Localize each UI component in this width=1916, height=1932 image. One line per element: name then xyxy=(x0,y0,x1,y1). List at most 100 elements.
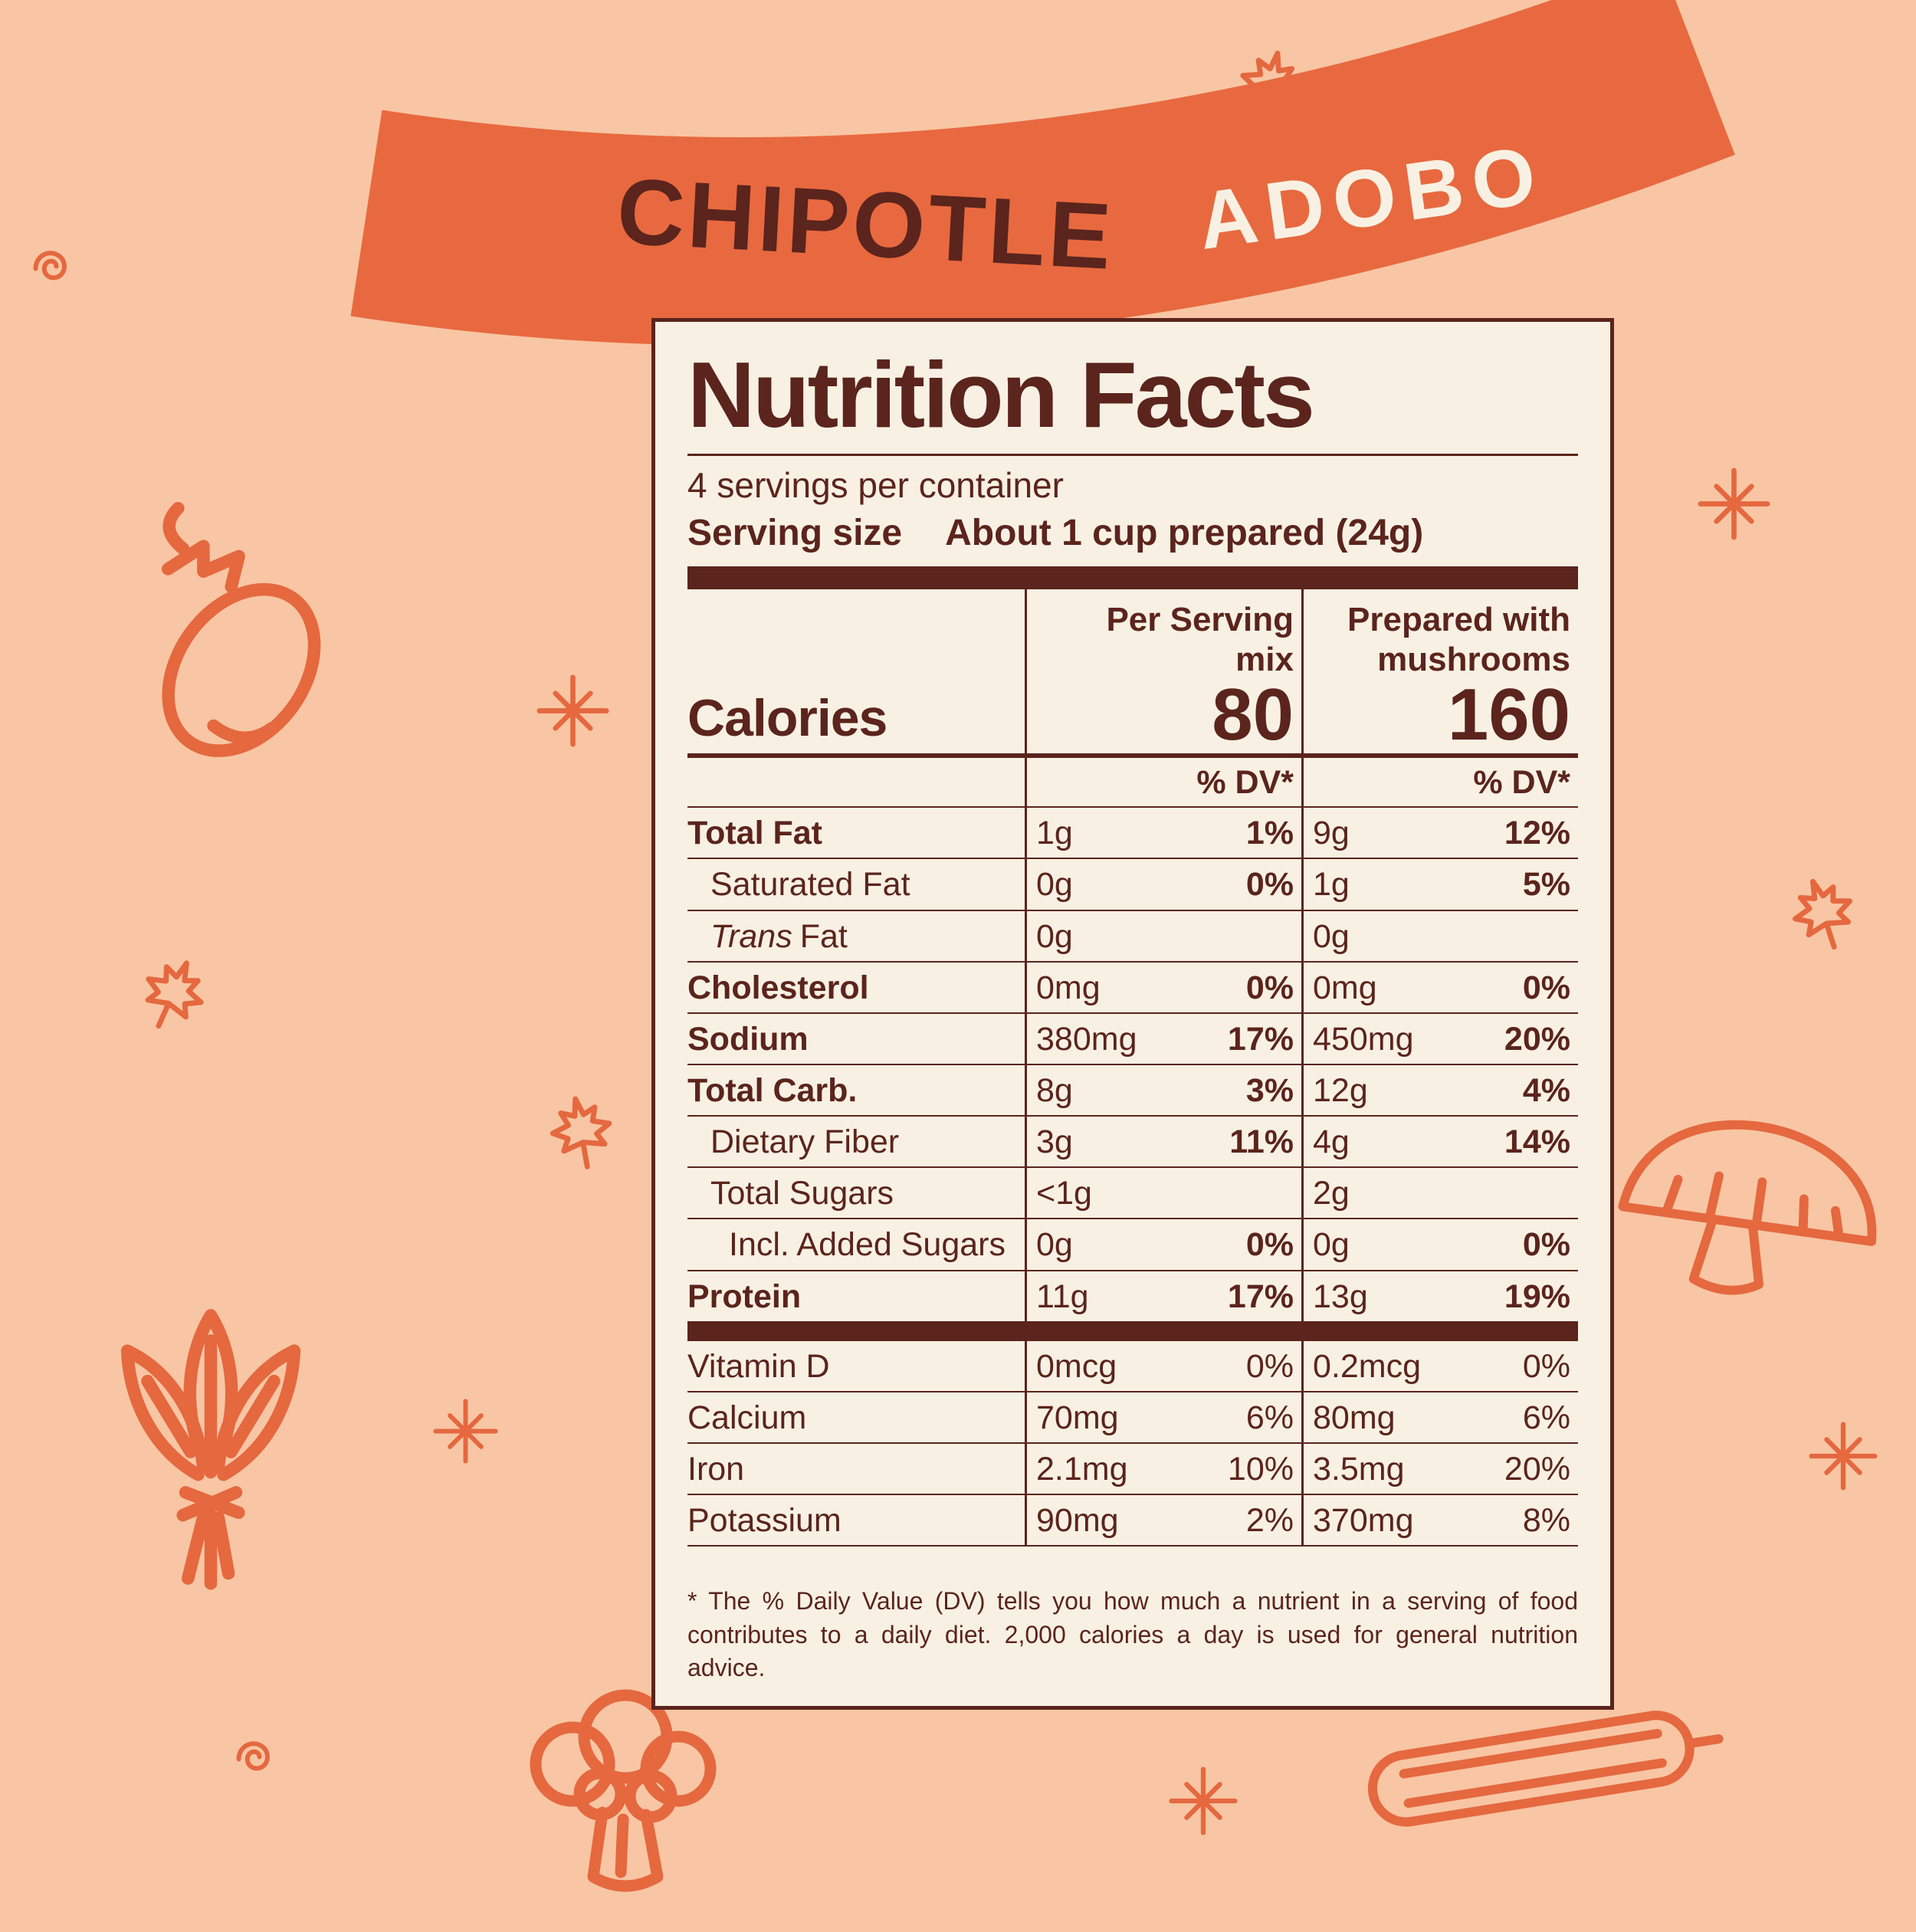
amount-prepared: 13g xyxy=(1313,1278,1368,1315)
amount-prepared: 0.2mcg xyxy=(1313,1347,1422,1385)
mix-cell: 380mg 17% xyxy=(1025,1013,1301,1064)
mix-cell: <1g xyxy=(1025,1168,1301,1219)
prepared-cell: 12g 4% xyxy=(1301,1065,1578,1116)
nutrient-name: Protein xyxy=(687,1278,802,1315)
nutrient-name: Cholesterol xyxy=(687,969,869,1006)
nutrient-name: Incl. Added Sugars xyxy=(729,1226,1006,1264)
amount-prepared: 80mg xyxy=(1313,1399,1396,1436)
amount-mix: 0g xyxy=(1036,1226,1073,1264)
dv-mix: 17% xyxy=(1227,1020,1294,1058)
mix-cell: 90mg 2% xyxy=(1025,1495,1301,1546)
amount-prepared: 370mg xyxy=(1313,1502,1414,1540)
eggplant-icon xyxy=(107,498,360,782)
row-protein: Protein 11g 17% 13g 19% xyxy=(687,1271,1578,1321)
dv-footnote: * The % Daily Value (DV) tells you how m… xyxy=(687,1587,1578,1681)
prepared-cell: 13g 19% xyxy=(1301,1271,1578,1321)
maple-leaf-icon xyxy=(530,1078,632,1179)
row-saturated-fat: Saturated Fat 0g 0% 1g 5% xyxy=(687,859,1578,911)
dv-prepared: 6% xyxy=(1522,1399,1570,1436)
dv-mix: 10% xyxy=(1227,1451,1294,1488)
prepared-cell: 4g 14% xyxy=(1301,1117,1578,1167)
nutrition-facts-panel: Nutrition Facts 4 servings per container… xyxy=(651,318,1614,1710)
amount-prepared: 12g xyxy=(1313,1072,1368,1110)
amount-prepared: 0g xyxy=(1313,1226,1350,1264)
swirl-icon xyxy=(226,1728,284,1786)
mix-cell: 0g 0% xyxy=(1025,1219,1301,1270)
row-added-sugars: Incl. Added Sugars 0g 0% 0g 0% xyxy=(687,1219,1578,1271)
dv-mix: 0% xyxy=(1245,1347,1294,1385)
calories-mix-value: 80 xyxy=(1025,677,1301,754)
dv-mix: 0% xyxy=(1245,969,1294,1006)
mix-cell: 0g xyxy=(1025,910,1301,961)
nutrient-name: Iron xyxy=(687,1451,745,1488)
nutrient-name: Total Fat xyxy=(687,815,822,852)
prepared-cell: 0.2mcg 0% xyxy=(1301,1340,1578,1391)
dv-header-prepared: % DV* xyxy=(1301,758,1578,807)
nutrient-name: Saturated Fat xyxy=(710,866,910,904)
amount-mix: 3g xyxy=(1036,1123,1073,1161)
amount-prepared: 0mg xyxy=(1313,969,1377,1006)
nutrient-name: Vitamin D xyxy=(687,1347,830,1385)
nutrient-name: Total Carb. xyxy=(687,1072,858,1110)
dv-prepared: 19% xyxy=(1504,1278,1570,1315)
sparkle-icon xyxy=(1809,1422,1878,1491)
amount-prepared: 3.5mg xyxy=(1313,1451,1405,1488)
prepared-cell: 0g 0% xyxy=(1301,1219,1578,1270)
dv-mix: 1% xyxy=(1245,815,1294,852)
dv-prepared: 12% xyxy=(1504,815,1570,852)
dv-mix: 17% xyxy=(1227,1278,1294,1315)
amount-mix: 8g xyxy=(1036,1072,1073,1110)
dv-prepared: 0% xyxy=(1522,1347,1570,1385)
row-cholesterol: Cholesterol 0mg 0% 0mg 0% xyxy=(687,962,1578,1014)
amount-mix: 70mg xyxy=(1036,1399,1119,1436)
mix-cell: 0mcg 0% xyxy=(1025,1340,1301,1391)
nutrition-facts-title: Nutrition Facts xyxy=(687,343,1315,447)
row-vitamin-d: Vitamin D 0mcg 0% 0.2mcg 0% xyxy=(687,1340,1578,1392)
amount-mix: 0mcg xyxy=(1036,1347,1117,1385)
nutrient-name: Fat xyxy=(799,917,848,955)
nutrient-name: Sodium xyxy=(687,1020,809,1058)
prepared-cell: 1g 5% xyxy=(1301,859,1578,910)
amount-mix: 0g xyxy=(1036,866,1073,904)
ribbon-shape xyxy=(350,0,1735,346)
amount-mix: 2.1mg xyxy=(1036,1451,1128,1488)
amount-mix: 0mg xyxy=(1036,969,1101,1006)
sparkle-icon xyxy=(536,674,609,747)
mix-cell: 70mg 6% xyxy=(1025,1392,1301,1442)
calories-label: Calories xyxy=(687,688,887,747)
maple-leaf-icon xyxy=(116,933,233,1049)
serving-size-label: Serving size xyxy=(687,512,903,553)
row-total-sugars: Total Sugars <1g 2g xyxy=(687,1168,1578,1220)
dv-prepared: 20% xyxy=(1504,1020,1570,1058)
dv-prepared: 0% xyxy=(1522,969,1570,1006)
dv-prepared: 20% xyxy=(1504,1451,1570,1488)
row-total-fat: Total Fat 1g 1% 9g 12% xyxy=(687,808,1578,860)
amount-prepared: 0g xyxy=(1313,917,1350,955)
dv-mix: 0% xyxy=(1245,1226,1294,1264)
dv-prepared: 14% xyxy=(1504,1123,1570,1161)
row-dietary-fiber: Dietary Fiber 3g 11% 4g 14% xyxy=(687,1117,1578,1169)
serving-size-value: About 1 cup prepared (24g) xyxy=(945,512,1424,553)
mix-cell: 0mg 0% xyxy=(1025,962,1301,1012)
mix-cell: 3g 11% xyxy=(1025,1117,1301,1167)
maple-leaf-icon xyxy=(1767,854,1878,966)
dv-mix: 3% xyxy=(1245,1072,1294,1110)
dv-mix: 2% xyxy=(1245,1502,1294,1540)
serving-size-row: Serving size About 1 cup prepared (24g) xyxy=(687,512,1578,554)
prepared-cell: 450mg 20% xyxy=(1301,1013,1578,1064)
dv-header-row: % DV* % DV* xyxy=(687,758,1578,809)
leafy-greens-icon xyxy=(84,1295,337,1612)
row-potassium: Potassium 90mg 2% 370mg 8% xyxy=(687,1495,1578,1547)
amount-prepared: 9g xyxy=(1313,815,1350,852)
thick-divider xyxy=(687,1320,1578,1341)
dv-prepared: 4% xyxy=(1522,1072,1570,1110)
row-total-carb: Total Carb. 8g 3% 12g 4% xyxy=(687,1065,1578,1117)
dv-prepared: 8% xyxy=(1522,1502,1570,1540)
column-header-row: Per Serving mix Prepared with mushrooms xyxy=(687,589,1578,683)
calories-row: Calories 80 160 xyxy=(687,677,1578,759)
amount-mix: 90mg xyxy=(1036,1502,1119,1540)
prepared-cell: 0mg 0% xyxy=(1301,962,1578,1012)
prepared-cell: 80mg 6% xyxy=(1301,1392,1578,1442)
divider xyxy=(687,454,1578,456)
banner-ribbon: CHIPOTLE ADOBO xyxy=(0,0,1916,460)
